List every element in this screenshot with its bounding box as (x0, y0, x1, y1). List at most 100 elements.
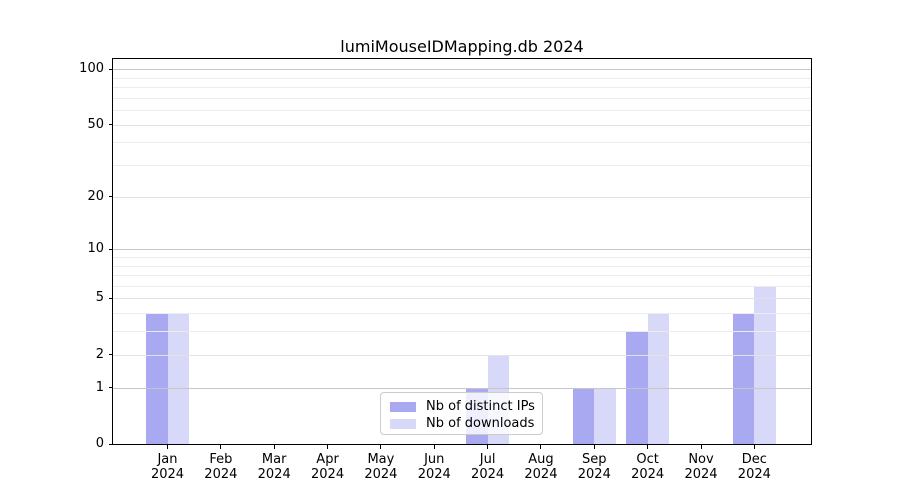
y-tick-label: 5 (95, 290, 104, 306)
x-tick-year: 2024 (684, 467, 718, 482)
y-tick-label: 0 (95, 436, 104, 451)
x-tick-mark (700, 445, 702, 449)
grid-layer (113, 59, 811, 444)
y-tick-label: 1 (95, 379, 104, 395)
chart-title: lumiMouseIDMapping.db 2024 (340, 37, 584, 56)
x-tick-month: Sep (582, 452, 607, 467)
gridline-minor (113, 87, 811, 89)
plot-area (112, 58, 812, 445)
gridline-major (113, 249, 811, 251)
x-tick-mark (380, 445, 382, 449)
gridline-minor (113, 313, 811, 315)
gridline-major (113, 298, 811, 300)
x-tick-month: Jun (424, 452, 445, 467)
x-tick-mark (273, 445, 275, 449)
x-tick-label: Sep 2024 (578, 452, 611, 482)
x-tick-month: Oct (636, 452, 659, 467)
x-tick-mark (593, 445, 595, 449)
x-tick-label: Apr 2024 (311, 452, 344, 482)
y-tick-label: 100 (79, 61, 104, 77)
x-tick-year: 2024 (364, 467, 398, 482)
gridline-major (113, 196, 811, 198)
gridline-minor (113, 275, 811, 277)
x-tick-mark (167, 445, 168, 449)
x-tick-year: 2024 (737, 467, 771, 482)
y-tick-mark (109, 443, 113, 445)
x-tick-month: Dec (741, 452, 767, 467)
x-tick-year: 2024 (417, 467, 451, 482)
y-tick-mark (109, 387, 113, 389)
x-tick-label: Aug 2024 (524, 452, 557, 482)
y-tick-mark (109, 297, 113, 299)
x-tick-year: 2024 (524, 467, 558, 482)
legend-swatch-distinct-ips (390, 401, 416, 412)
gridline-major (113, 69, 811, 71)
x-tick-mark (327, 445, 329, 449)
x-tick-year: 2024 (577, 467, 611, 482)
x-tick-label: Oct 2024 (631, 452, 664, 482)
x-tick-month: Feb (209, 452, 233, 467)
x-tick-mark (220, 445, 222, 449)
x-tick-mark (753, 445, 755, 449)
x-tick-mark (433, 445, 435, 449)
y-tick-label: 20 (87, 188, 104, 204)
x-tick-label: Jun 2024 (418, 452, 451, 482)
x-tick-year: 2024 (631, 467, 665, 482)
legend-row: Nb of distinct IPs (390, 398, 535, 415)
x-tick-mark (487, 445, 489, 449)
x-tick-label: Jul 2024 (471, 452, 504, 482)
bar-downloads (594, 387, 616, 444)
x-tick-label: Feb 2024 (204, 452, 237, 482)
y-tick-mark (109, 68, 113, 70)
x-tick-label: Nov 2024 (684, 452, 717, 482)
bar-distinct-ips (572, 387, 595, 444)
gridline-minor (113, 285, 811, 287)
gridline-major (113, 354, 811, 356)
x-tick-month: Jan (157, 452, 178, 467)
x-tick-mark (647, 445, 649, 449)
legend-label-distinct-ips: Nb of distinct IPs (426, 399, 535, 414)
y-tick-mark (109, 354, 113, 356)
gridline-minor (113, 142, 811, 144)
x-tick-month: Nov (688, 452, 714, 467)
y-tick-label: 10 (87, 241, 104, 257)
legend-row: Nb of downloads (390, 415, 534, 432)
gridline-minor (113, 257, 811, 258)
x-tick-month: Aug (528, 452, 554, 467)
x-tick-year: 2024 (471, 467, 505, 482)
x-tick-month: Mar (261, 452, 287, 467)
gridline-minor (113, 110, 811, 112)
gridline-major (113, 124, 811, 126)
x-tick-year: 2024 (150, 467, 185, 482)
legend-swatch-downloads (390, 418, 416, 429)
bar-distinct-ips (732, 313, 755, 444)
x-tick-year: 2024 (257, 467, 291, 482)
x-tick-month: May (367, 452, 395, 467)
x-tick-mark (540, 445, 542, 449)
gridline-minor (113, 331, 811, 333)
bar-downloads (167, 313, 189, 444)
gridline-minor (113, 77, 811, 79)
x-tick-month: Jul (479, 452, 496, 467)
x-tick-label: Dec 2024 (738, 452, 771, 482)
y-tick-mark (109, 248, 113, 250)
bar-downloads (754, 285, 776, 444)
x-tick-label: May 2024 (364, 452, 397, 482)
gridline-major (113, 387, 811, 389)
x-tick-month: Apr (316, 452, 339, 467)
gridline-minor (113, 265, 811, 267)
bar-distinct-ips (146, 313, 168, 444)
y-tick-mark (109, 196, 113, 198)
bar-distinct-ips (626, 331, 648, 444)
legend-label-downloads: Nb of downloads (426, 416, 535, 431)
legend: Nb of distinct IPs Nb of downloads (380, 392, 543, 435)
y-tick-mark (109, 124, 113, 126)
y-tick-label: 2 (95, 346, 104, 362)
x-tick-label: Jan 2024 (151, 452, 184, 482)
gridline-minor (113, 97, 811, 99)
gridline-minor (113, 165, 811, 167)
y-tick-label: 50 (87, 116, 104, 132)
x-tick-year: 2024 (311, 467, 345, 482)
x-tick-label: Mar 2024 (258, 452, 291, 482)
